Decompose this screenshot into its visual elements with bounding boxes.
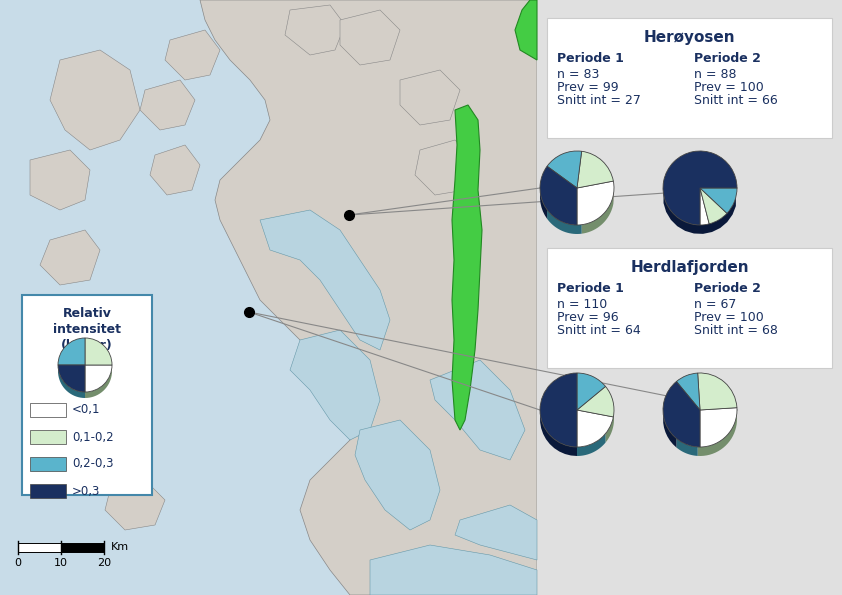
Text: Herdlafjorden: Herdlafjorden	[630, 260, 749, 275]
Wedge shape	[700, 408, 737, 447]
Text: 0: 0	[14, 558, 22, 568]
Bar	[22, 295, 152, 495]
Polygon shape	[605, 412, 614, 443]
Wedge shape	[676, 373, 700, 410]
Text: n = 67: n = 67	[694, 298, 737, 311]
Wedge shape	[577, 151, 613, 188]
Polygon shape	[515, 0, 537, 60]
Wedge shape	[698, 373, 737, 410]
Wedge shape	[540, 166, 577, 225]
Text: Snitt int = 27: Snitt int = 27	[557, 94, 641, 107]
Text: n = 83: n = 83	[557, 68, 600, 81]
Polygon shape	[85, 367, 112, 398]
Polygon shape	[40, 230, 100, 285]
Text: n = 88: n = 88	[694, 68, 737, 81]
Text: Periode 2: Periode 2	[694, 282, 761, 295]
Text: Prev = 99: Prev = 99	[557, 81, 619, 94]
Polygon shape	[165, 30, 220, 80]
Text: 0,2-0,3: 0,2-0,3	[72, 458, 114, 471]
Polygon shape	[452, 105, 482, 430]
Text: Periode 1: Periode 1	[557, 282, 624, 295]
Polygon shape	[540, 190, 547, 219]
Polygon shape	[285, 5, 345, 55]
Wedge shape	[58, 365, 85, 392]
Bar	[537, 0, 842, 595]
Text: Herøyosen: Herøyosen	[643, 30, 735, 45]
Text: 10: 10	[54, 558, 68, 568]
Wedge shape	[547, 151, 582, 188]
Polygon shape	[140, 80, 195, 130]
Polygon shape	[400, 70, 460, 125]
Text: 0,1-0,2: 0,1-0,2	[72, 431, 114, 443]
Polygon shape	[105, 480, 165, 530]
Polygon shape	[663, 414, 676, 447]
Polygon shape	[80, 430, 140, 485]
Polygon shape	[663, 194, 736, 234]
Wedge shape	[540, 373, 577, 447]
Wedge shape	[700, 188, 737, 214]
Wedge shape	[700, 188, 727, 224]
Wedge shape	[577, 373, 605, 410]
Polygon shape	[340, 10, 400, 65]
Bar	[547, 248, 832, 368]
Wedge shape	[663, 151, 737, 225]
Text: Prev = 96: Prev = 96	[557, 311, 619, 324]
Bar	[0, 0, 537, 595]
Polygon shape	[676, 439, 698, 456]
Wedge shape	[577, 386, 614, 417]
Wedge shape	[85, 338, 112, 365]
Polygon shape	[415, 140, 475, 195]
Bar	[30, 457, 66, 471]
Text: 20: 20	[97, 558, 111, 568]
Polygon shape	[260, 210, 390, 350]
Text: n = 110: n = 110	[557, 298, 607, 311]
Polygon shape	[50, 50, 140, 150]
Bar	[30, 403, 66, 417]
Text: Prev = 100: Prev = 100	[694, 311, 764, 324]
Wedge shape	[700, 188, 709, 225]
Polygon shape	[577, 434, 605, 456]
Polygon shape	[30, 150, 90, 210]
Bar	[547, 18, 832, 138]
Polygon shape	[455, 505, 537, 560]
Text: Snitt int = 64: Snitt int = 64	[557, 324, 641, 337]
Text: Relativ
intensitet
(lus/gr): Relativ intensitet (lus/gr)	[53, 307, 121, 352]
Text: <0,1: <0,1	[72, 403, 100, 416]
Text: >0,3: >0,3	[72, 484, 100, 497]
Polygon shape	[698, 412, 737, 456]
Text: Prev = 100: Prev = 100	[694, 81, 764, 94]
Polygon shape	[150, 145, 200, 195]
Polygon shape	[290, 330, 380, 440]
Bar	[30, 430, 66, 444]
Wedge shape	[577, 181, 614, 225]
Text: Periode 2: Periode 2	[694, 52, 761, 65]
Wedge shape	[663, 381, 700, 447]
Polygon shape	[540, 413, 577, 456]
Polygon shape	[582, 195, 613, 234]
Polygon shape	[200, 0, 537, 595]
Polygon shape	[65, 370, 125, 420]
Polygon shape	[58, 365, 85, 398]
Wedge shape	[577, 410, 613, 447]
Bar	[61, 543, 104, 552]
Bar	[30, 484, 66, 498]
Polygon shape	[547, 210, 582, 234]
Polygon shape	[55, 300, 115, 355]
Polygon shape	[430, 360, 525, 460]
Text: Snitt int = 68: Snitt int = 68	[694, 324, 778, 337]
Polygon shape	[370, 545, 537, 595]
Bar	[18, 543, 61, 552]
Text: Snitt int = 66: Snitt int = 66	[694, 94, 778, 107]
Wedge shape	[58, 338, 85, 365]
Text: Periode 1: Periode 1	[557, 52, 624, 65]
Wedge shape	[85, 365, 112, 392]
Polygon shape	[355, 420, 440, 530]
Text: Km: Km	[111, 543, 129, 553]
